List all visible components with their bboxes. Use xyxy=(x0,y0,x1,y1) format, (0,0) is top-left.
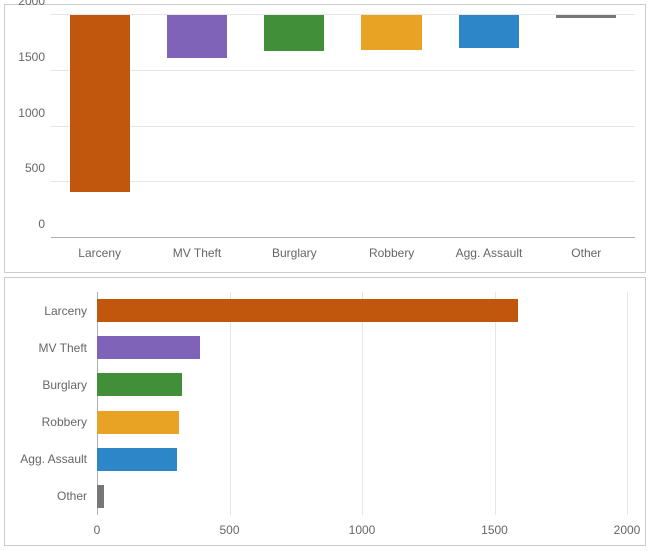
row-slot: Larceny xyxy=(97,292,627,329)
x-category-label: MV Theft xyxy=(173,246,221,260)
y-category-label: Burglary xyxy=(42,378,97,392)
y-category-label: MV Theft xyxy=(39,341,97,355)
x-tick-label: 500 xyxy=(219,523,239,537)
bar-slot: Larceny xyxy=(51,15,148,238)
row-slot: MV Theft xyxy=(97,329,627,366)
y-tick-label: 0 xyxy=(9,217,45,231)
row-slot: Burglary xyxy=(97,366,627,403)
hbar-agg-assault xyxy=(97,448,177,471)
horizontal-bar-chart-panel: 0 500 1000 1500 2000 Larceny MV Theft Bu… xyxy=(4,277,646,546)
bar-agg-assault xyxy=(459,15,519,48)
bar-slot: MV Theft xyxy=(148,15,245,238)
vertical-bar-chart-panel: 0 500 1000 1500 2000 Larceny MV Theft Bu… xyxy=(4,4,646,273)
x-tick-label: 1000 xyxy=(349,523,376,537)
x-category-label: Burglary xyxy=(272,246,317,260)
y-tick-label: 2000 xyxy=(9,0,45,8)
y-category-label: Other xyxy=(57,489,97,503)
row-slot: Agg. Assault xyxy=(97,441,627,478)
bar-other xyxy=(556,15,616,18)
vertical-bars-container: Larceny MV Theft Burglary Robbery Agg. A… xyxy=(51,15,635,238)
y-tick-label: 500 xyxy=(9,161,45,175)
row-slot: Robbery xyxy=(97,404,627,441)
bar-burglary xyxy=(264,15,324,51)
x-category-label: Robbery xyxy=(369,246,414,260)
hbar-robbery xyxy=(97,411,179,434)
h-gridline xyxy=(627,292,628,515)
x-tick-label: 2000 xyxy=(614,523,641,537)
bar-slot: Robbery xyxy=(343,15,440,238)
x-category-label: Larceny xyxy=(78,246,121,260)
horizontal-plot-area: 0 500 1000 1500 2000 Larceny MV Theft Bu… xyxy=(97,292,627,515)
vertical-plot-area: 0 500 1000 1500 2000 Larceny MV Theft Bu… xyxy=(51,15,635,238)
y-category-label: Agg. Assault xyxy=(20,452,97,466)
y-tick-label: 1500 xyxy=(9,50,45,64)
hbar-burglary xyxy=(97,373,182,396)
x-category-label: Other xyxy=(571,246,601,260)
y-category-label: Larceny xyxy=(44,304,97,318)
horizontal-bars-container: Larceny MV Theft Burglary Robbery Agg. A… xyxy=(97,292,627,515)
bar-larceny xyxy=(70,15,130,192)
bar-slot: Other xyxy=(538,15,635,238)
x-tick-label: 0 xyxy=(94,523,101,537)
hbar-other xyxy=(97,485,104,508)
bar-mv-theft xyxy=(167,15,227,58)
row-slot: Other xyxy=(97,478,627,515)
x-tick-label: 1500 xyxy=(481,523,508,537)
y-category-label: Robbery xyxy=(42,415,97,429)
bar-robbery xyxy=(361,15,421,50)
x-category-label: Agg. Assault xyxy=(456,246,523,260)
bar-slot: Agg. Assault xyxy=(440,15,537,238)
hbar-larceny xyxy=(97,299,518,322)
y-tick-label: 1000 xyxy=(9,106,45,120)
hbar-mv-theft xyxy=(97,336,200,359)
bar-slot: Burglary xyxy=(246,15,343,238)
